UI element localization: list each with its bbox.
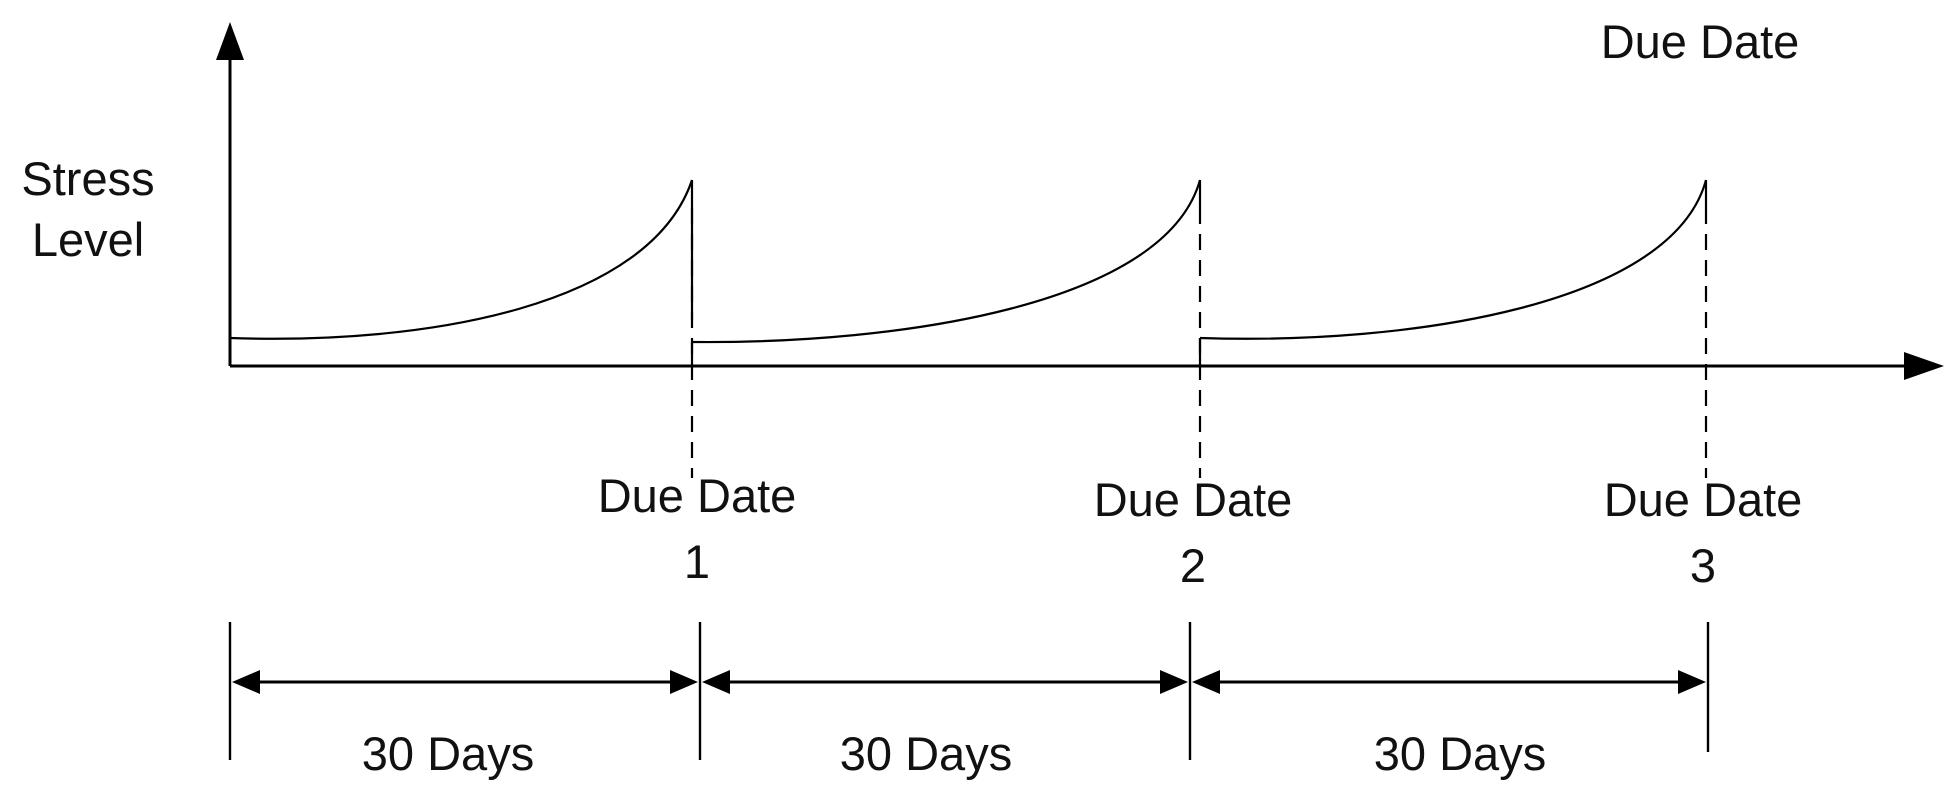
top-right-due-date-label: Due Date bbox=[1601, 15, 1800, 68]
y-axis-label-line2: Level bbox=[32, 213, 144, 266]
due-date-label-2: Due Date bbox=[1094, 473, 1293, 526]
due-date-label-1: Due Date bbox=[598, 469, 797, 522]
interval-2-right-arrow-icon bbox=[1160, 670, 1188, 694]
y-axis-label-line1: Stress bbox=[21, 152, 154, 205]
interval-label-3: 30 Days bbox=[1374, 727, 1546, 780]
due-date-label-3: Due Date bbox=[1604, 473, 1803, 526]
stress-curve-3 bbox=[1199, 179, 1708, 340]
stress-curve-1 bbox=[229, 179, 694, 340]
interval-1-left-arrow-icon bbox=[232, 670, 260, 694]
interval-label-2: 30 Days bbox=[840, 727, 1012, 780]
due-date-number-3: 3 bbox=[1690, 539, 1716, 592]
interval-label-1: 30 Days bbox=[362, 727, 534, 780]
interval-3-left-arrow-icon bbox=[1192, 670, 1220, 694]
due-date-number-1: 1 bbox=[684, 535, 710, 588]
x-axis-arrow-icon bbox=[1904, 352, 1944, 380]
y-axis-arrow-icon bbox=[216, 22, 244, 60]
interval-2-left-arrow-icon bbox=[702, 670, 730, 694]
interval-3-right-arrow-icon bbox=[1678, 670, 1706, 694]
due-date-number-2: 2 bbox=[1180, 539, 1206, 592]
stress-curve-2 bbox=[691, 179, 1202, 344]
interval-1-right-arrow-icon bbox=[670, 670, 698, 694]
